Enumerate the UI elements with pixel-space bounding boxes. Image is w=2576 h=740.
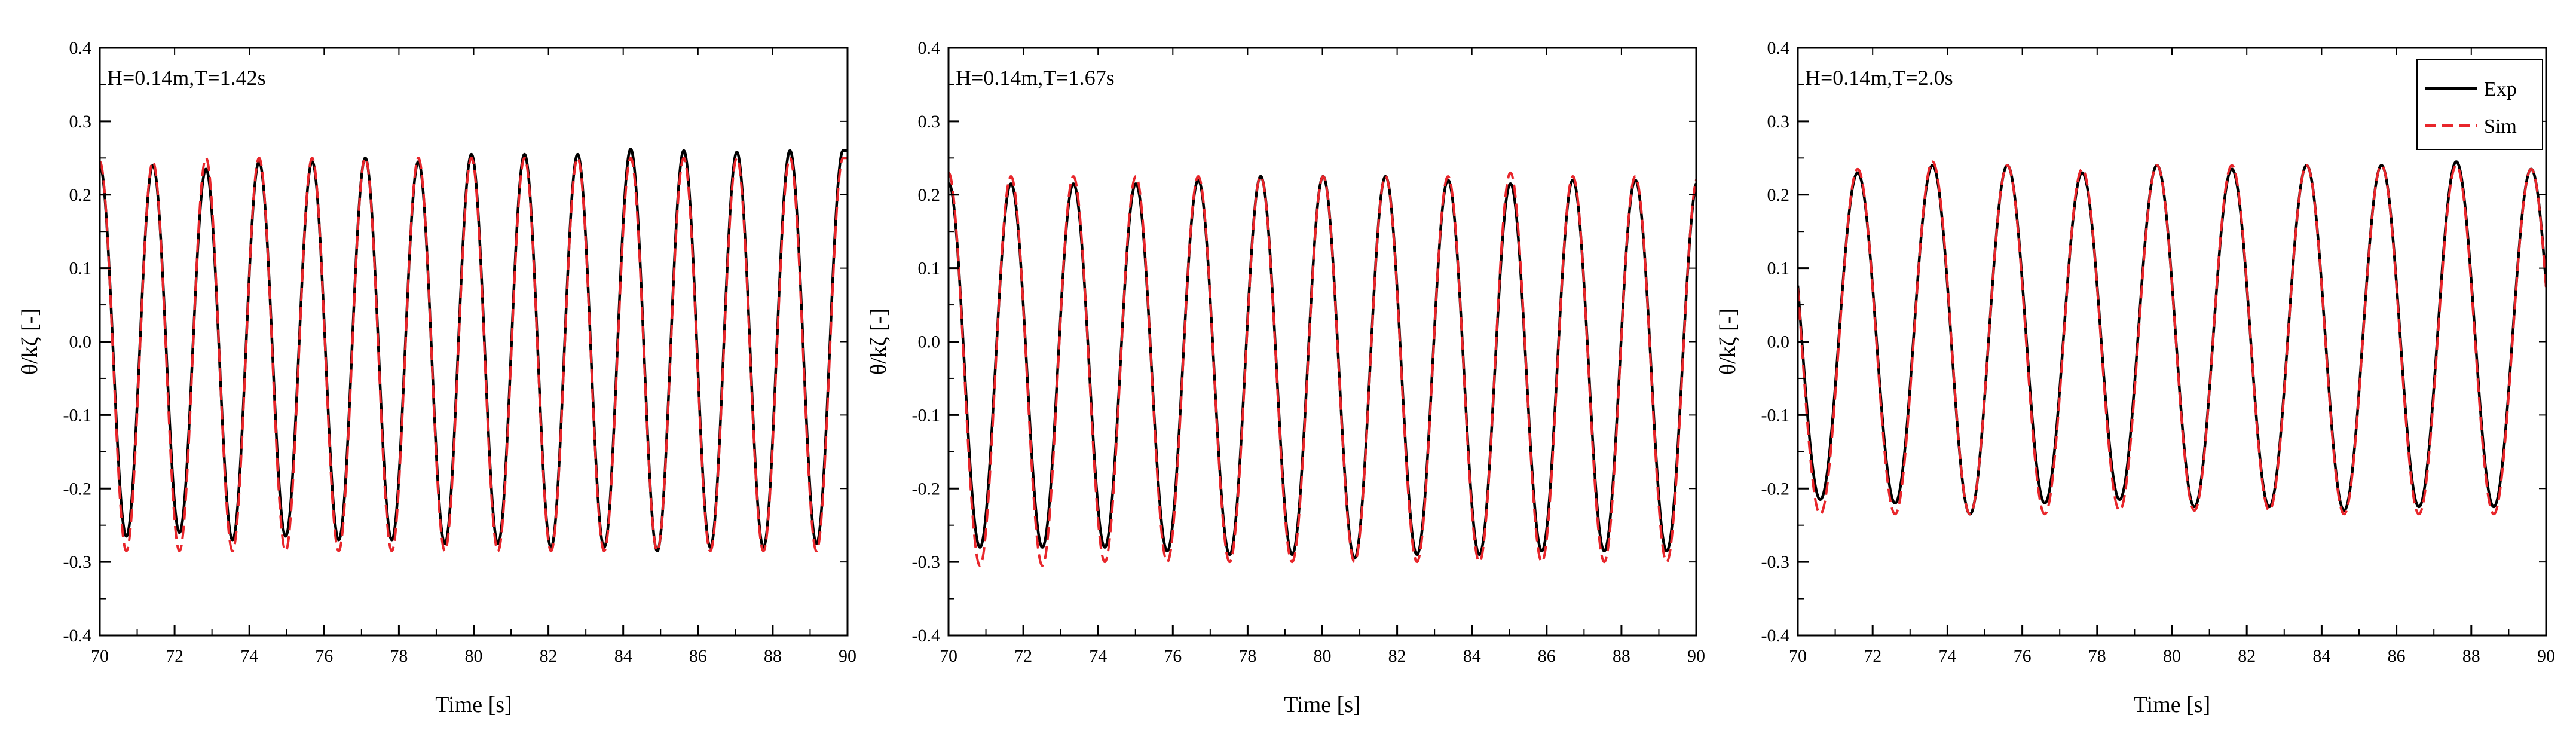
chart-panel-3: 70 72 74 76 78 80 82 84 86 88 90 -0.4 -0.3 -0.2 -0.1 0.… xyxy=(1715,38,2555,717)
y-tick-label: 0.0 xyxy=(69,332,92,352)
x-tick-label: 80 xyxy=(465,646,483,666)
x-tick-label: 76 xyxy=(1164,646,1182,666)
x-tick-label: 86 xyxy=(689,646,707,666)
x-tick-label: 80 xyxy=(1314,646,1332,666)
y-tick-label: -0.1 xyxy=(1761,405,1790,425)
x-tick-label: 74 xyxy=(1938,646,1956,666)
y-tick-label: -0.4 xyxy=(63,626,92,646)
x-axis-label: Time [s] xyxy=(435,692,512,717)
x-tick-label: 90 xyxy=(839,646,856,666)
y-tick-label: 0.3 xyxy=(1767,112,1790,132)
legend-label-sim: Sim xyxy=(2484,115,2517,137)
y-tick-label: 0.4 xyxy=(69,38,92,58)
case-annotation: H=0.14m,T=1.42s xyxy=(107,66,266,90)
x-tick-label: 70 xyxy=(940,646,957,666)
x-tick-label: 86 xyxy=(2388,646,2406,666)
legend-box xyxy=(2416,59,2543,150)
x-tick-label: 72 xyxy=(1864,646,1881,666)
x-tick-label: 82 xyxy=(2238,646,2256,666)
x-tick-label: 72 xyxy=(1014,646,1032,666)
x-tick-label: 84 xyxy=(1463,646,1481,666)
y-tick-label: -0.3 xyxy=(1761,552,1790,572)
y-tick-label: 0.3 xyxy=(918,112,941,132)
series-line-exp xyxy=(949,175,1696,560)
x-tick-label: 74 xyxy=(240,646,258,666)
chart-panel-2: 70 72 74 76 78 80 82 84 86 88 90 -0.4 -0.3 -0.2 -0.1 0.… xyxy=(866,38,1705,717)
y-tick-label: -0.2 xyxy=(912,479,941,499)
x-tick-label: 88 xyxy=(2462,646,2480,666)
x-tick-label: 90 xyxy=(2537,646,2555,666)
y-tick-label: -0.2 xyxy=(63,479,92,499)
chart-panel-1: 70 72 74 76 78 80 82 84 86 88 90 -0.4 -0.3 -0.2 -0.1 0.… xyxy=(17,38,856,717)
y-tick-label: -0.4 xyxy=(1761,626,1790,646)
x-tick-label: 88 xyxy=(764,646,782,666)
plot-frame xyxy=(99,47,849,637)
plot-frame xyxy=(947,47,1697,637)
y-tick-label: 0.2 xyxy=(1767,185,1790,205)
x-axis-label: Time [s] xyxy=(2134,692,2210,717)
series-line-sim xyxy=(949,171,1696,567)
x-tick-label: 86 xyxy=(1538,646,1556,666)
series-line-sim xyxy=(1798,160,2546,516)
legend-label-exp: Exp xyxy=(2484,78,2517,100)
series-line-exp xyxy=(100,148,848,553)
y-tick-label: -0.3 xyxy=(63,552,92,572)
x-tick-label: 70 xyxy=(1789,646,1807,666)
x-axis-label: Time [s] xyxy=(1284,692,1360,717)
y-tick-label: -0.3 xyxy=(912,552,941,572)
x-tick-label: 88 xyxy=(1613,646,1630,666)
x-tick-label: 84 xyxy=(2312,646,2330,666)
x-tick-label: 70 xyxy=(91,646,109,666)
y-tick-label: -0.2 xyxy=(1761,479,1790,499)
case-annotation: H=0.14m,T=2.0s xyxy=(1805,66,1953,90)
x-tick-label: 78 xyxy=(2088,646,2106,666)
y-tick-label: 0.3 xyxy=(69,112,92,132)
x-tick-label: 80 xyxy=(2163,646,2181,666)
x-tick-label: 82 xyxy=(1388,646,1406,666)
y-tick-label: 0.4 xyxy=(1767,38,1790,58)
x-tick-label: 76 xyxy=(315,646,333,666)
x-tick-label: 78 xyxy=(390,646,408,666)
x-tick-label: 74 xyxy=(1089,646,1107,666)
y-tick-label: -0.1 xyxy=(63,405,92,425)
x-tick-label: 82 xyxy=(540,646,558,666)
x-tick-label: 78 xyxy=(1238,646,1256,666)
y-tick-label: 0.4 xyxy=(918,38,941,58)
y-tick-label: 0.1 xyxy=(1767,259,1790,279)
y-tick-label: 0.0 xyxy=(1767,332,1790,352)
x-tick-label: 84 xyxy=(614,646,632,666)
y-tick-label: 0.2 xyxy=(918,185,941,205)
y-tick-label: 0.0 xyxy=(918,332,941,352)
y-axis-label: θ/kζ [-] xyxy=(866,308,891,375)
legend: Exp Sim xyxy=(2416,59,2543,150)
y-tick-label: 0.2 xyxy=(69,185,92,205)
x-tick-label: 72 xyxy=(166,646,183,666)
y-axis-label: θ/kζ [-] xyxy=(17,308,42,375)
y-tick-label: -0.4 xyxy=(912,626,941,646)
series-line-sim xyxy=(100,157,848,552)
case-annotation: H=0.14m,T=1.67s xyxy=(956,66,1115,90)
x-tick-label: 76 xyxy=(2014,646,2032,666)
series-line-exp xyxy=(1798,160,2546,516)
x-tick-label: 90 xyxy=(1687,646,1705,666)
y-tick-label: 0.1 xyxy=(69,259,92,279)
y-tick-label: -0.1 xyxy=(912,405,941,425)
y-tick-label: 0.1 xyxy=(918,259,941,279)
y-axis-label: θ/kζ [-] xyxy=(1715,308,1740,375)
